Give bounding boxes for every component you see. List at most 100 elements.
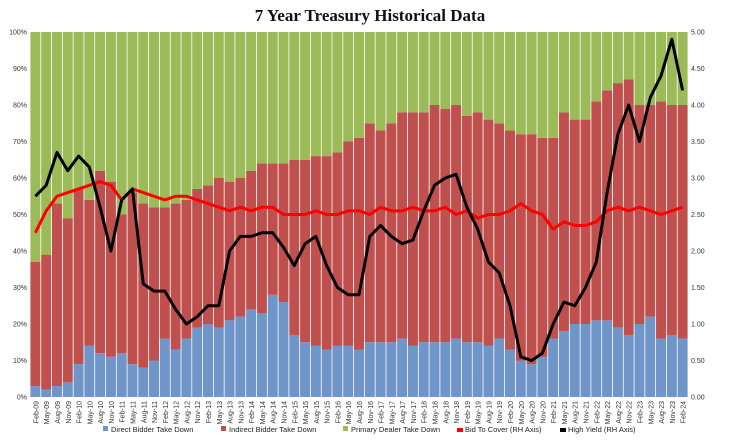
- x-tick-label: Aug-10: [98, 401, 105, 424]
- bar-indirect-bidder-take-down-28: [332, 152, 343, 346]
- bar-primary-dealer-take-down-59: [666, 32, 677, 105]
- x-tick-label: May-21: [562, 401, 569, 424]
- bar-primary-dealer-take-down-4: [73, 32, 84, 189]
- x-tick-label: Feb-18: [422, 401, 429, 423]
- bar-indirect-bidder-take-down-31: [364, 123, 375, 343]
- bar-indirect-bidder-take-down-0: [30, 261, 41, 387]
- bar-direct-bidder-take-down-28: [332, 345, 343, 397]
- bar-primary-dealer-take-down-55: [623, 32, 634, 80]
- bar-indirect-bidder-take-down-30: [354, 137, 364, 350]
- x-tick-label: May-16: [346, 401, 353, 424]
- x-tick-label: May-18: [433, 401, 440, 424]
- bar-primary-dealer-take-down-41: [472, 32, 483, 113]
- bar-direct-bidder-take-down-12: [159, 338, 170, 397]
- bar-primary-dealer-take-down-44: [505, 32, 516, 131]
- legend-swatch: [221, 426, 226, 431]
- x-tick-label: Aug-09: [55, 401, 62, 424]
- x-tick-label: Aug-17: [400, 401, 407, 424]
- bar-primary-dealer-take-down-60: [677, 32, 688, 105]
- x-tick-label: Feb-24: [681, 401, 688, 423]
- bar-indirect-bidder-take-down-42: [483, 119, 494, 346]
- bar-indirect-bidder-take-down-44: [505, 130, 516, 350]
- left-tick-label: 90%: [13, 66, 27, 73]
- bar-primary-dealer-take-down-52: [591, 32, 602, 102]
- bar-primary-dealer-take-down-38: [440, 32, 451, 109]
- x-axis: Feb-09 May-09 Aug-09 Nov-09 Feb-10 May-10 Aug-…: [33, 401, 687, 424]
- bar-indirect-bidder-take-down-26: [310, 156, 321, 346]
- x-tick-label: May-10: [87, 401, 94, 424]
- bar-indirect-bidder-take-down-17: [213, 178, 224, 328]
- bar-direct-bidder-take-down-19: [235, 316, 246, 397]
- bar-primary-dealer-take-down-25: [300, 32, 311, 160]
- bar-primary-dealer-take-down-48: [548, 32, 559, 138]
- bar-primary-dealer-take-down-36: [418, 32, 429, 113]
- x-tick-label: Aug-22: [616, 401, 623, 424]
- bar-primary-dealer-take-down-3: [62, 32, 73, 219]
- x-tick-label: Feb-11: [120, 401, 127, 423]
- x-tick-label: May-17: [389, 401, 396, 424]
- x-tick-label: May-09: [44, 401, 51, 424]
- x-tick-label: Feb-15: [292, 401, 299, 423]
- legend-label: Indirect Bidder Take Down: [229, 425, 316, 434]
- bar-primary-dealer-take-down-17: [213, 32, 224, 178]
- bar-indirect-bidder-take-down-53: [602, 90, 613, 321]
- left-axis: 0% 10% 20% 30% 40% 50% 60% 70% 80% 90% 100%: [9, 30, 27, 402]
- bar-indirect-bidder-take-down-35: [407, 112, 418, 346]
- bar-direct-bidder-take-down-31: [364, 342, 375, 397]
- x-tick-label: Aug-14: [271, 401, 278, 424]
- legend-swatch: [560, 428, 566, 432]
- bar-indirect-bidder-take-down-21: [256, 163, 267, 314]
- bar-primary-dealer-take-down-21: [256, 32, 267, 164]
- bar-indirect-bidder-take-down-20: [246, 170, 257, 310]
- bar-primary-dealer-take-down-35: [407, 32, 418, 113]
- bar-direct-bidder-take-down-16: [202, 324, 213, 397]
- right-tick-label: 4.00: [691, 103, 705, 110]
- bar-primary-dealer-take-down-13: [170, 32, 181, 204]
- bar-primary-dealer-take-down-2: [51, 32, 62, 204]
- bar-direct-bidder-take-down-47: [537, 356, 548, 397]
- x-tick-label: Nov-12: [195, 401, 202, 424]
- bar-direct-bidder-take-down-51: [580, 324, 591, 397]
- bar-direct-bidder-take-down-35: [407, 345, 418, 397]
- bar-primary-dealer-take-down-5: [84, 32, 95, 200]
- x-tick-label: Aug-21: [573, 401, 580, 424]
- x-tick-label: Aug-15: [314, 401, 321, 424]
- legend-swatch: [343, 426, 348, 431]
- bar-primary-dealer-take-down-9: [127, 32, 138, 193]
- x-tick-label: Nov-13: [238, 401, 245, 424]
- bar-indirect-bidder-take-down-39: [451, 105, 462, 339]
- bar-primary-dealer-take-down-37: [429, 32, 440, 105]
- x-tick-label: Nov-11: [152, 401, 159, 423]
- bar-direct-bidder-take-down-44: [505, 349, 516, 397]
- bar-indirect-bidder-take-down-22: [267, 163, 278, 295]
- bar-direct-bidder-take-down-25: [300, 342, 311, 397]
- bar-indirect-bidder-take-down-55: [623, 79, 634, 335]
- bar-primary-dealer-take-down-22: [267, 32, 278, 164]
- bar-indirect-bidder-take-down-36: [418, 112, 429, 343]
- x-tick-label: May-15: [303, 401, 310, 424]
- bar-primary-dealer-take-down-27: [321, 32, 332, 157]
- x-tick-label: Feb-16: [335, 401, 342, 423]
- legend-swatch: [103, 426, 108, 431]
- bar-indirect-bidder-take-down-9: [127, 192, 138, 365]
- x-tick-label: Feb-19: [465, 401, 472, 423]
- legend: Direct Bidder Take Down Indirect Bidder T…: [103, 425, 636, 434]
- bar-direct-bidder-take-down-13: [170, 349, 181, 397]
- bar-indirect-bidder-take-down-51: [580, 119, 591, 324]
- bar-indirect-bidder-take-down-43: [494, 123, 505, 339]
- x-tick-label: Aug-20: [530, 401, 537, 424]
- bar-direct-bidder-take-down-37: [429, 342, 440, 397]
- bar-direct-bidder-take-down-20: [246, 309, 257, 397]
- bar-direct-bidder-take-down-1: [41, 389, 52, 397]
- bar-direct-bidder-take-down-8: [116, 353, 127, 397]
- bar-indirect-bidder-take-down-5: [84, 199, 95, 346]
- bar-direct-bidder-take-down-17: [213, 327, 224, 397]
- bar-direct-bidder-take-down-60: [677, 338, 688, 397]
- bar-indirect-bidder-take-down-13: [170, 203, 181, 350]
- x-tick-label: Feb-23: [637, 401, 644, 423]
- bar-primary-dealer-take-down-14: [181, 32, 192, 200]
- bar-direct-bidder-take-down-58: [656, 338, 667, 397]
- bar-indirect-bidder-take-down-4: [73, 188, 84, 365]
- bar-indirect-bidder-take-down-19: [235, 178, 246, 317]
